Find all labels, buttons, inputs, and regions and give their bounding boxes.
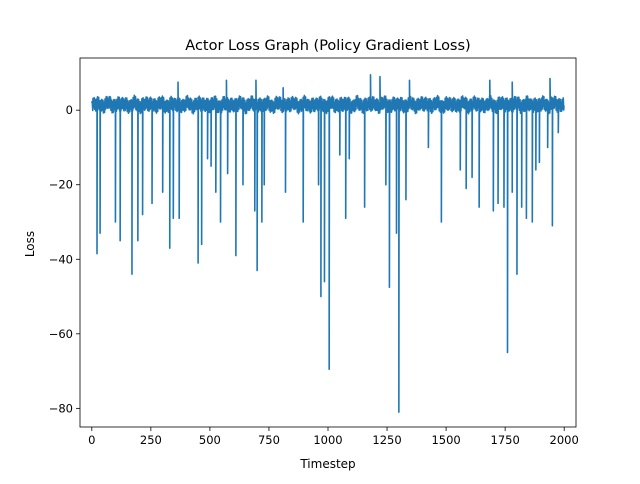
y-tick-label: −20 xyxy=(49,178,73,192)
x-axis-label: Timestep xyxy=(299,457,355,471)
y-tick-label: −80 xyxy=(49,401,73,415)
x-tick-label: 500 xyxy=(199,433,221,447)
chart-title: Actor Loss Graph (Policy Gradient Loss) xyxy=(185,38,470,54)
x-tick-label: 1000 xyxy=(313,433,342,447)
axis-ticks: 0 250 500 750 1000 1250 1500 1750 2000 −80 −60 −40 −… xyxy=(49,103,579,447)
y-tick-label: 0 xyxy=(66,103,73,117)
y-tick-label: −40 xyxy=(49,252,73,266)
axes-frame xyxy=(79,57,577,428)
y-axis-label: Loss xyxy=(23,231,37,257)
x-tick-label: 2000 xyxy=(550,433,579,447)
x-tick-label: 750 xyxy=(258,433,280,447)
x-tick-label: 1500 xyxy=(431,433,460,447)
x-tick-label: 1250 xyxy=(372,433,401,447)
y-tick-label: −60 xyxy=(49,327,73,341)
x-tick-label: 1750 xyxy=(491,433,520,447)
x-tick-label: 250 xyxy=(140,433,162,447)
x-tick-label: 0 xyxy=(88,433,95,447)
loss-series-line xyxy=(91,73,565,413)
plot-area xyxy=(91,73,565,413)
